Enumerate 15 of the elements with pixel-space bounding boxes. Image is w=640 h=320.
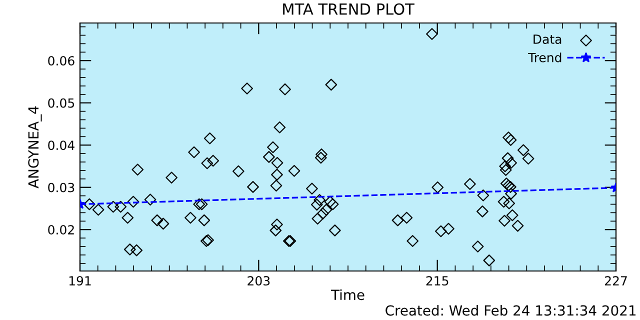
y-tick-label: 0.06 <box>48 56 74 66</box>
y-tick-label: 0.02 <box>48 225 74 235</box>
y-axis-title: ANGYNEA_4 <box>28 106 42 188</box>
y-tick-label: 0.03 <box>48 182 74 192</box>
x-axis-title: Time <box>330 289 364 300</box>
legend-label: Data <box>534 34 562 44</box>
x-tick-label: 215 <box>426 276 448 286</box>
y-tick-label: 0.04 <box>48 140 74 150</box>
x-tick-label: 227 <box>604 276 627 286</box>
text: Created: Wed Feb 24 13:31:34 2021 <box>386 304 636 316</box>
chart-title: MTA TREND PLOT <box>283 3 414 15</box>
y-tick-label: 0.05 <box>48 98 74 108</box>
legend-label: Trend <box>528 52 562 62</box>
x-tick-label: 191 <box>69 276 91 286</box>
x-tick-label: 203 <box>248 276 270 286</box>
